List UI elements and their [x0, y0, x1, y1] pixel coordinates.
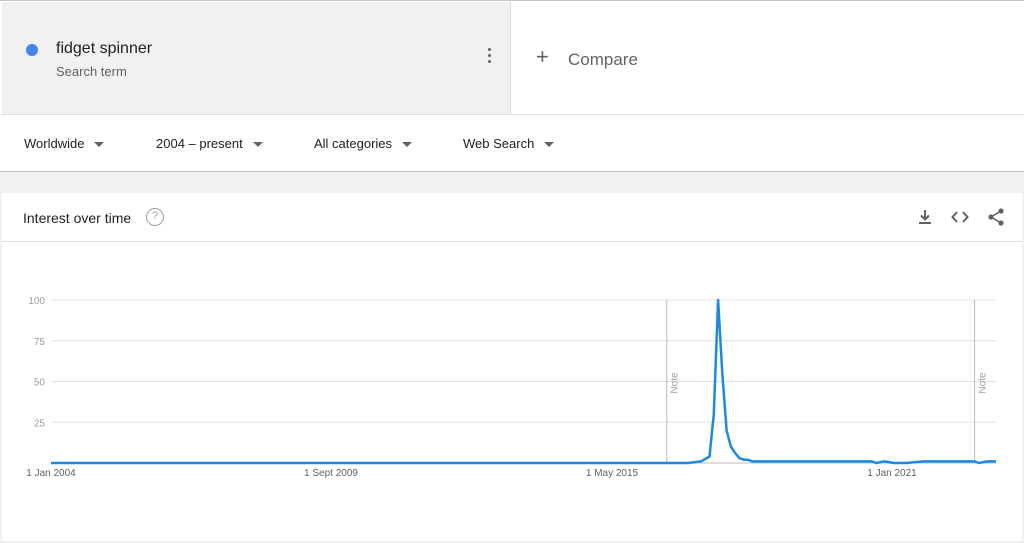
chevron-down-icon	[252, 142, 263, 148]
plus-icon: +	[536, 44, 549, 69]
search-term-card[interactable]: fidget spinner Search term	[2, 2, 511, 114]
note-label: Note	[978, 372, 989, 394]
search-term-type: Search term	[56, 64, 127, 79]
share-icon[interactable]	[986, 207, 1006, 227]
filter-time-range[interactable]: 2004 – present	[156, 136, 263, 151]
y-tick-label: 75	[34, 337, 46, 348]
filter-category[interactable]: All categories	[314, 136, 413, 151]
chevron-down-icon	[544, 142, 555, 148]
note-label: Note	[670, 372, 681, 394]
help-icon[interactable]: ?	[146, 208, 164, 226]
interest-chart: 25 50 75 100 1 Jan 2004 1 Sept 2009 1 May 2015…	[26, 296, 996, 479]
search-term-name: fidget spinner	[56, 40, 153, 57]
y-tick-label: 50	[34, 378, 46, 389]
filter-search-type-label: Web Search	[463, 136, 535, 151]
card-header: Interest over time ?	[2, 193, 1022, 242]
x-tick-label: 1 Sept 2009	[304, 468, 358, 479]
card-title: Interest over time	[23, 210, 132, 226]
filter-time-range-label: 2004 – present	[156, 136, 243, 151]
more-vert-icon[interactable]	[482, 48, 496, 68]
download-icon[interactable]	[915, 207, 935, 227]
interest-over-time-card: Interest over time ? 25 50 75 100 1 Jan 2004…	[2, 193, 1022, 541]
filter-bar: Worldwide 2004 – present All categories …	[0, 114, 1024, 172]
y-tick-label: 25	[34, 418, 46, 429]
compare-label: Compare	[568, 50, 638, 69]
series-color-dot	[26, 44, 38, 56]
y-tick-label: 100	[28, 296, 45, 307]
filter-search-type[interactable]: Web Search	[463, 136, 555, 151]
x-tick-label: 1 Jan 2021	[867, 468, 917, 479]
filter-region-label: Worldwide	[24, 136, 85, 151]
series-line	[51, 298, 996, 465]
filter-category-label: All categories	[314, 136, 393, 151]
embed-icon[interactable]	[950, 207, 970, 227]
compare-button[interactable]: + Compare	[512, 2, 1022, 114]
chevron-down-icon	[402, 142, 413, 148]
chevron-down-icon	[94, 142, 105, 148]
search-term-row: fidget spinner Search term + Compare	[0, 0, 1024, 114]
x-tick-label: 1 Jan 2004	[26, 468, 76, 479]
x-tick-label: 1 May 2015	[586, 468, 639, 479]
filter-region[interactable]: Worldwide	[24, 136, 105, 151]
